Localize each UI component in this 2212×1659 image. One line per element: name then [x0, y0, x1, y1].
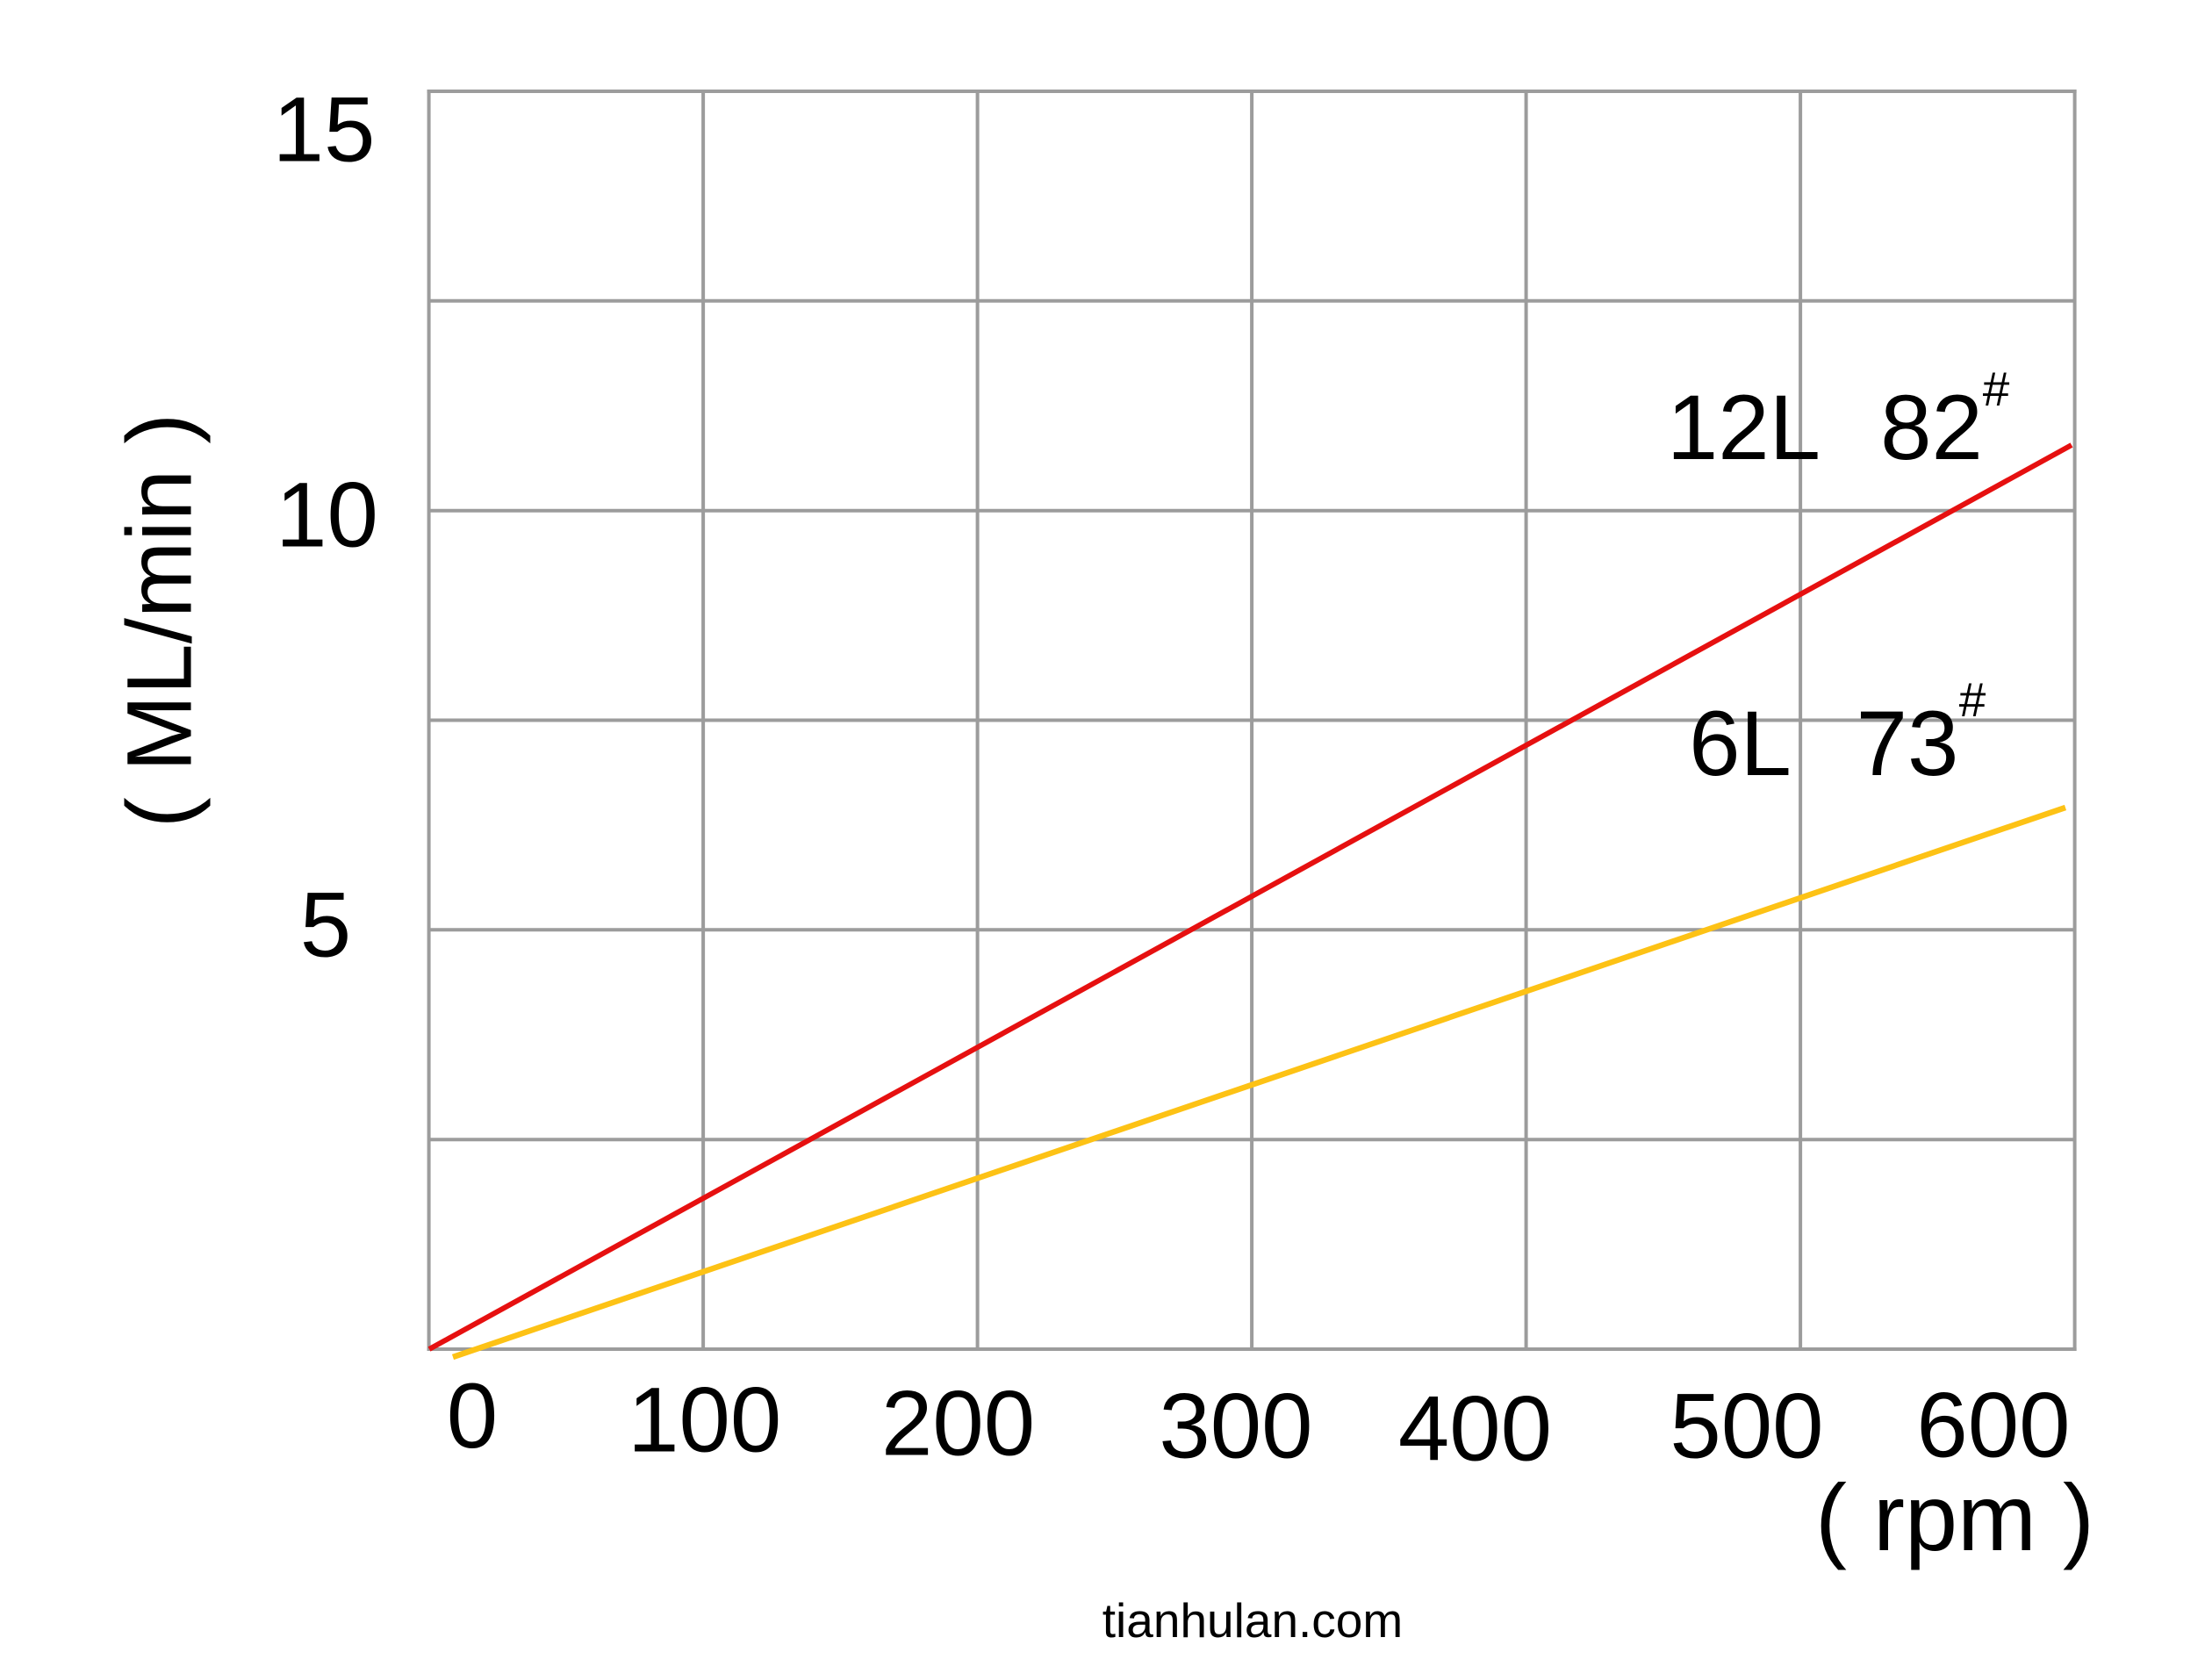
svg-text:15: 15 [273, 79, 376, 182]
svg-text:600: 600 [1916, 1375, 2070, 1477]
svg-text:500: 500 [1670, 1375, 1823, 1478]
svg-text:tianhulan.com: tianhulan.com [1102, 1593, 1403, 1648]
svg-text:10: 10 [276, 464, 378, 567]
svg-text:0: 0 [447, 1365, 498, 1468]
svg-text:#: # [1983, 362, 2010, 416]
svg-text:5: 5 [300, 874, 351, 977]
svg-text:300: 300 [1159, 1375, 1312, 1478]
svg-text:400: 400 [1398, 1378, 1552, 1481]
svg-text:73: 73 [1856, 693, 1959, 795]
svg-text:6L: 6L [1689, 693, 1792, 795]
svg-text:12L: 12L [1667, 377, 1821, 479]
svg-text:82: 82 [1880, 377, 1983, 479]
svg-text:200: 200 [881, 1373, 1035, 1476]
svg-text:( rpm ): ( rpm ) [1815, 1464, 2094, 1570]
svg-text:100: 100 [628, 1369, 781, 1472]
svg-text:( ML/min ): ( ML/min ) [109, 413, 212, 829]
svg-text:#: # [1959, 672, 1986, 727]
